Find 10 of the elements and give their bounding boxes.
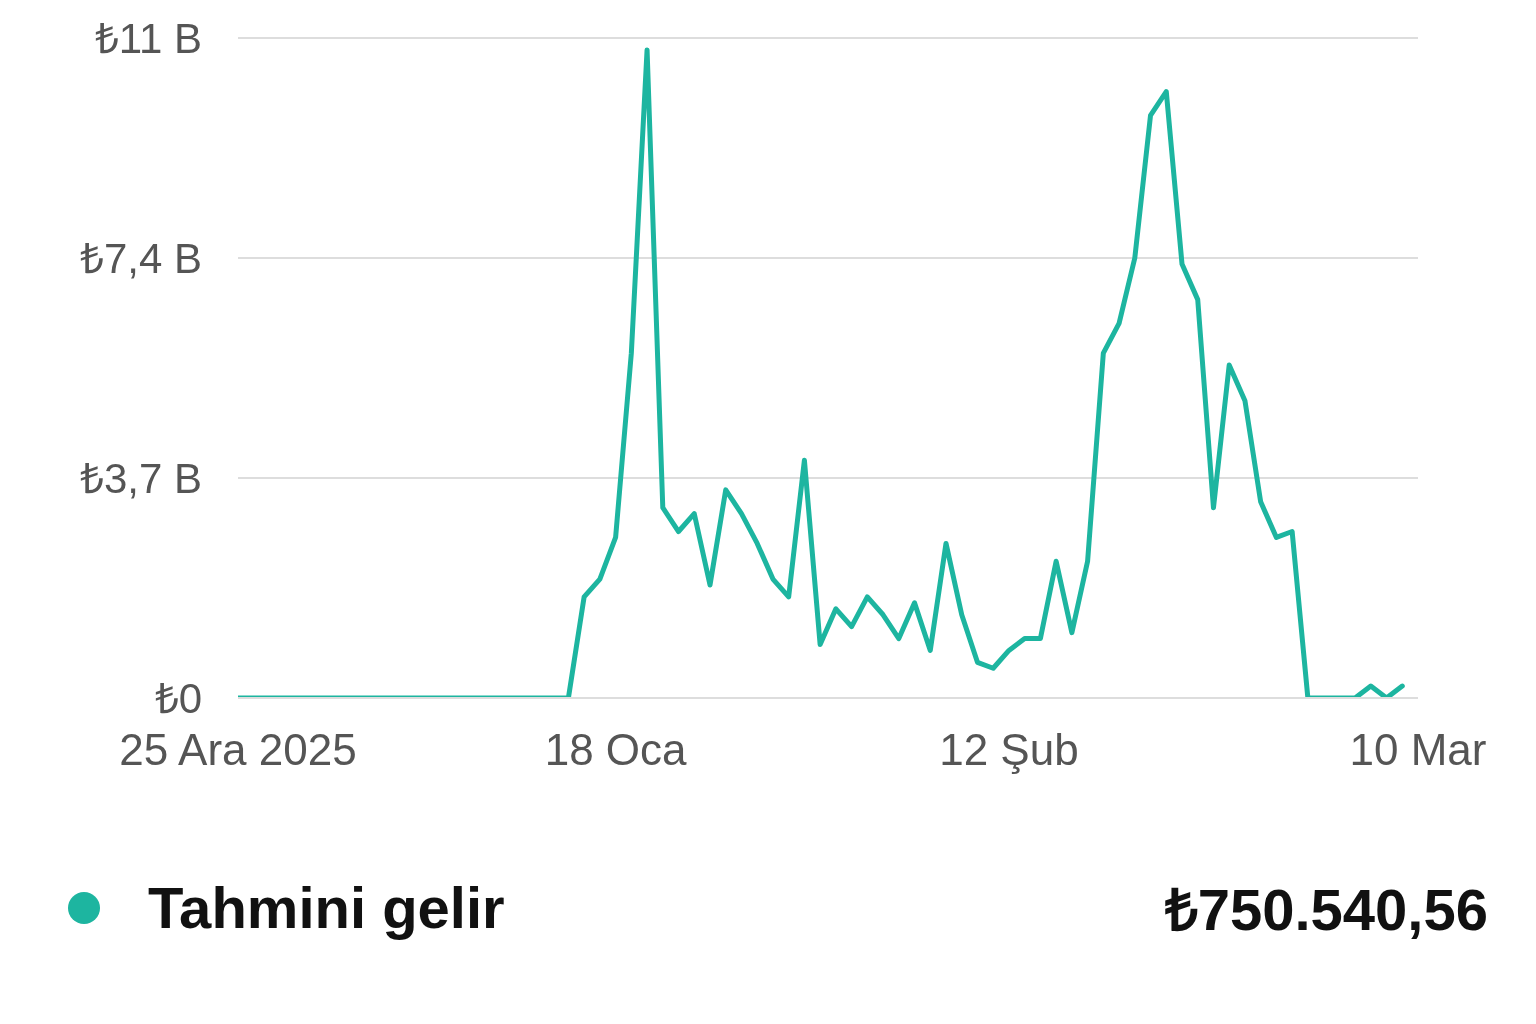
legend-label: Tahmini gelir bbox=[148, 874, 505, 941]
x-tick-label: 12 Şub bbox=[939, 725, 1079, 775]
y-tick-label: ₺0 bbox=[154, 674, 202, 722]
y-tick-label: ₺7,4 B bbox=[79, 234, 202, 282]
y-tick-label: ₺11 B bbox=[94, 14, 202, 62]
text: ₺750.540,56 bbox=[1164, 877, 1488, 942]
x-tick-label: 10 Mar bbox=[1349, 725, 1487, 775]
x-tick-label: 18 Oca bbox=[544, 725, 688, 775]
y-tick-label: ₺3,7 B bbox=[79, 454, 202, 502]
x-tick-label: 25 Ara 2025 bbox=[119, 725, 357, 775]
